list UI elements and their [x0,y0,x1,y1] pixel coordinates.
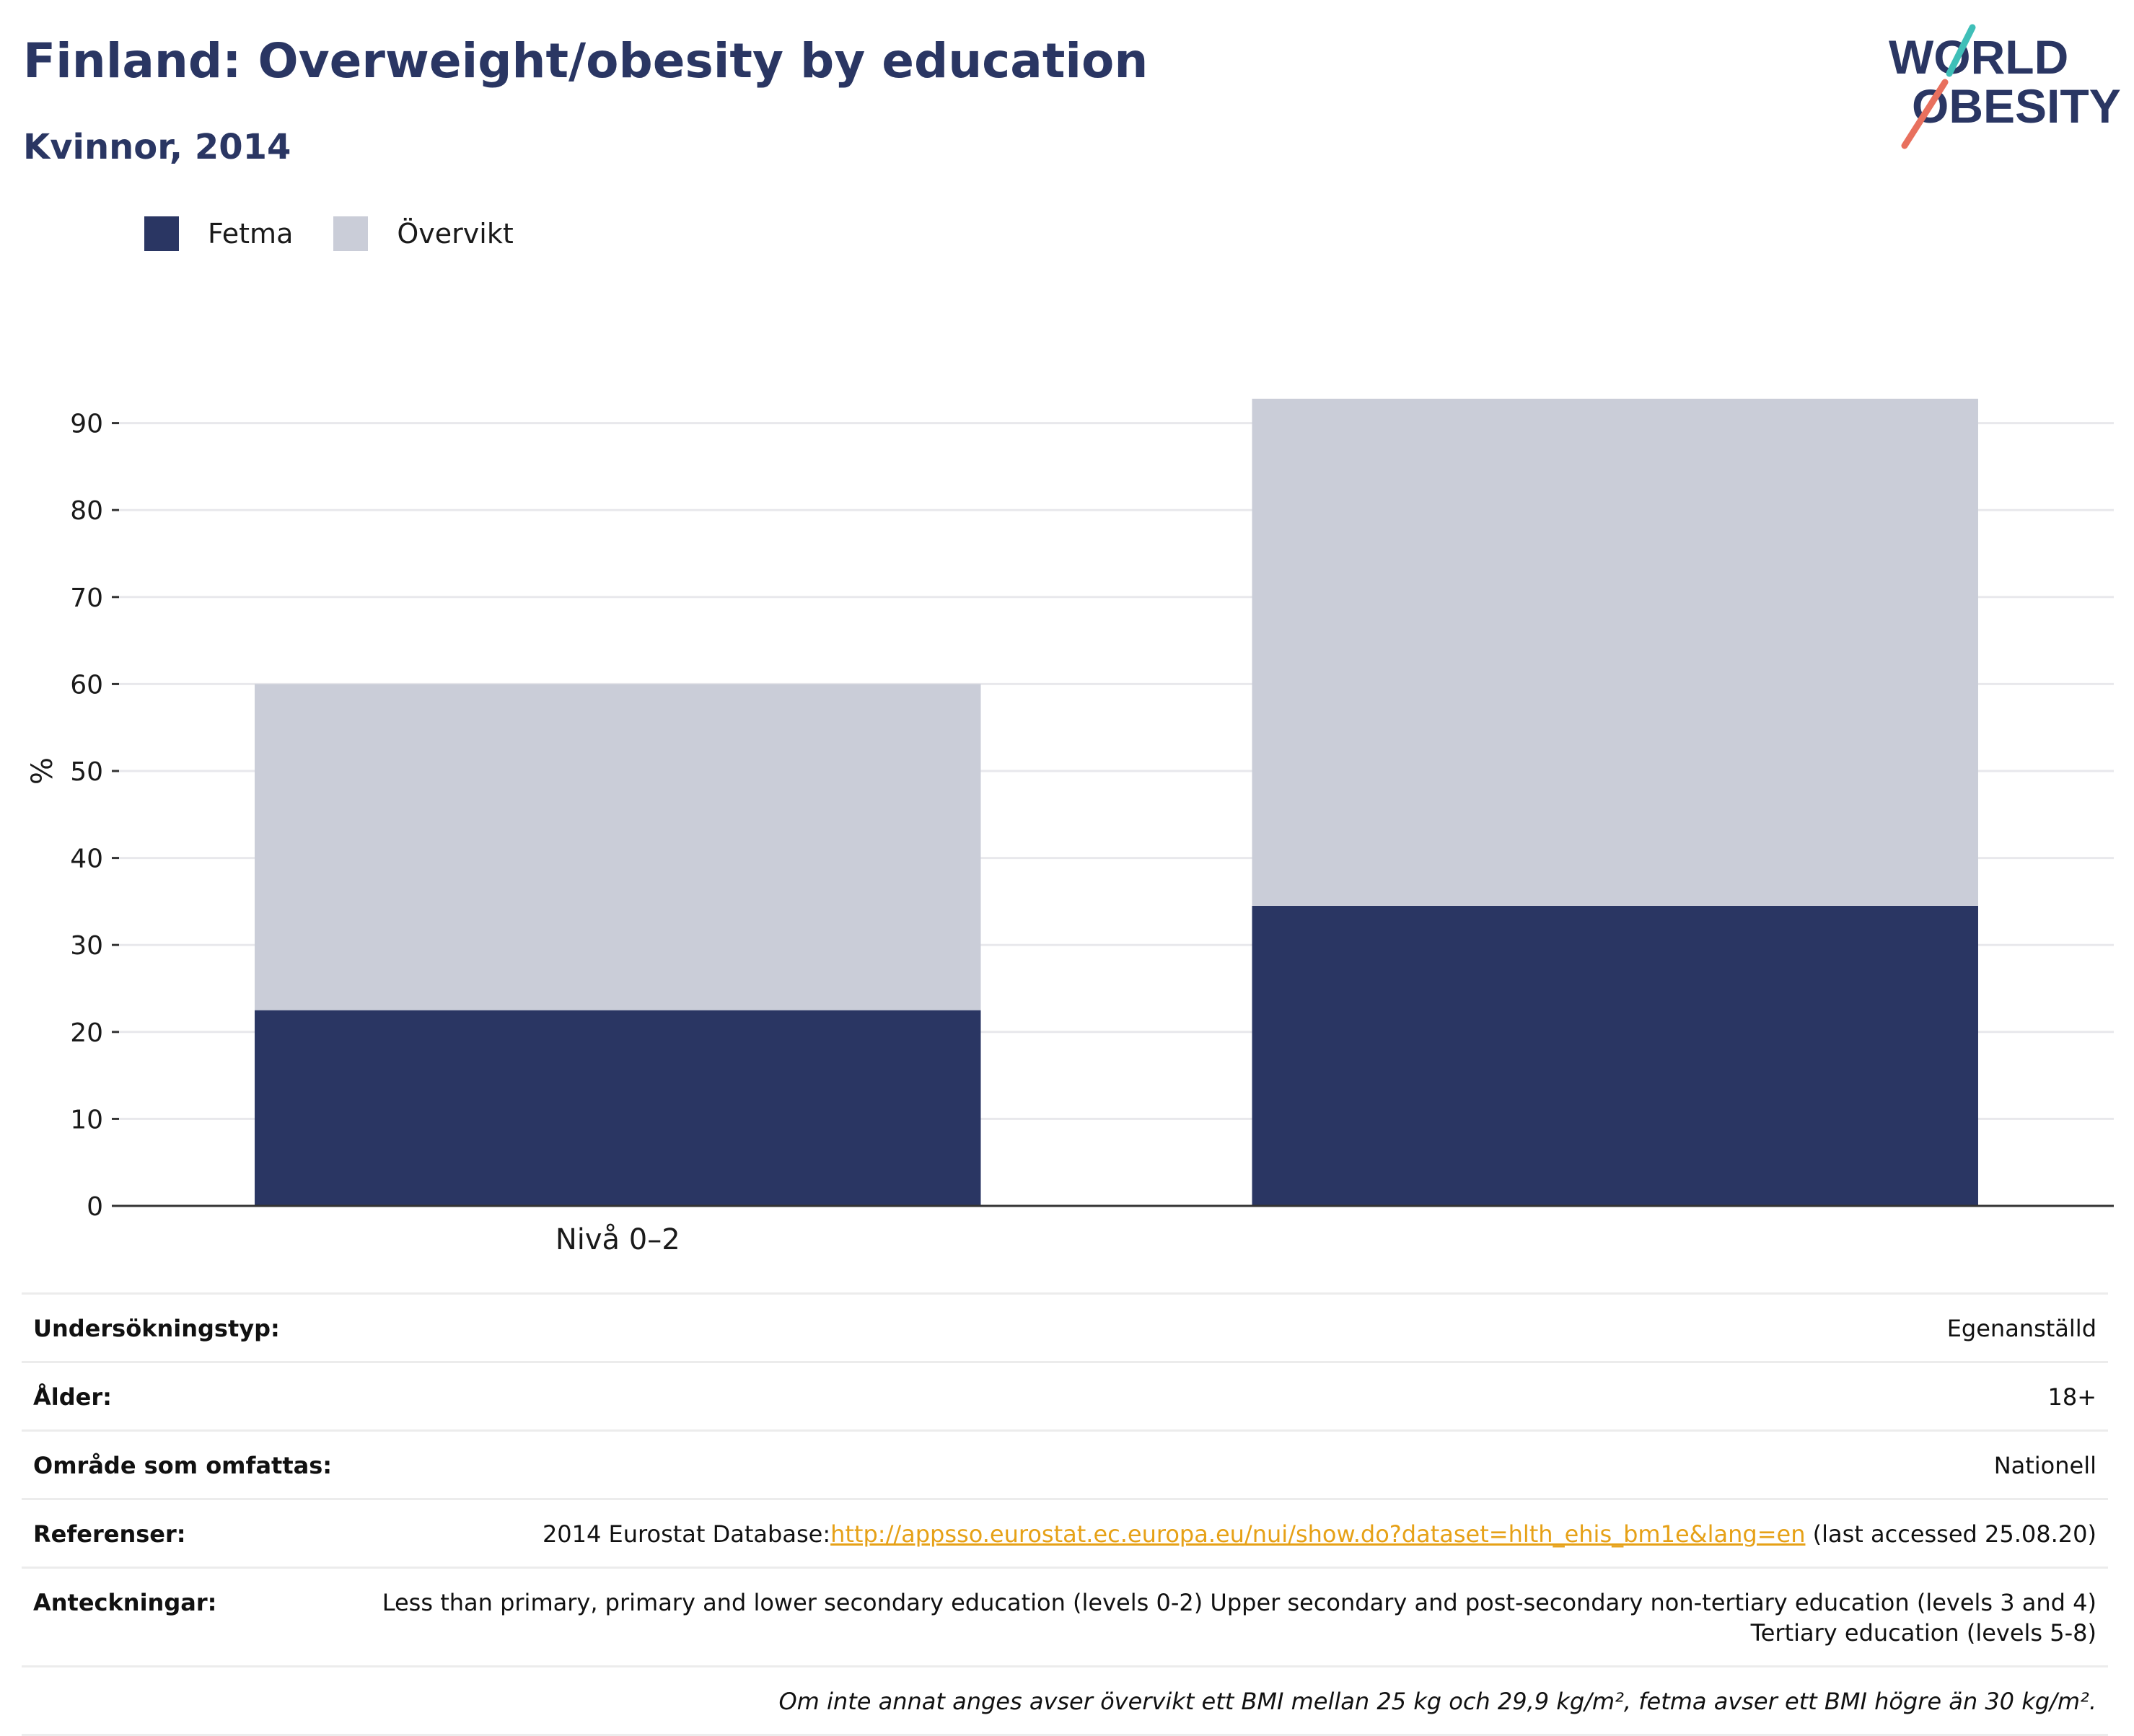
chart-subtitle: Kvinnor, 2014 [23,127,291,167]
legend-label-fetma: Fetma [208,218,294,250]
y-tick-label-20: 20 [70,1018,103,1048]
bmi-definition-note: Om inte annat anges avser övervikt ett B… [778,1688,2096,1715]
notes-label: Anteckningar: [33,1589,217,1616]
info-row-references: Referenser: 2014 Eurostat Database:http:… [22,1500,2108,1569]
world-obesity-logo: WORLD OBESITY [1889,24,2121,149]
x-tick-label-1: Nivå 0–2 [556,1223,680,1256]
y-tick-label-10: 10 [70,1105,103,1134]
legend-item-fetma[interactable]: Fetma [144,216,293,251]
survey-type-label: Undersökningstyp: [33,1315,280,1342]
logo-word-world: WORLD [1889,30,2068,84]
age-value: 18+ [2047,1383,2096,1411]
references-label: Referenser: [33,1520,186,1548]
logo-slash-teal [1946,24,1976,77]
y-tick-label-30: 30 [70,931,103,961]
y-tick-label-50: 50 [70,757,103,787]
y-tick-label-70: 70 [70,583,103,613]
y-tick-label-90: 90 [70,410,103,439]
bar-chart: 0 10 20 30 40 50 60 70 80 90% Nivå 0–2 [26,398,2114,1256]
eurostat-link[interactable]: http://appsso.eurostat.ec.europa.eu/nui/… [830,1520,1806,1548]
bar-2-fetma [1252,905,1978,1206]
bar-2-overvikt [1252,398,1978,906]
info-row-age: Ålder: 18+ [22,1363,2108,1432]
logo-word-obesity: OBESITY [1912,79,2121,133]
y-tick-label-80: 80 [70,496,103,526]
legend-swatch-overvikt [333,216,369,251]
chart-title: Finland: Overweight/obesity by education [23,33,1149,89]
y-axis-label: % [26,757,59,785]
references-prefix: 2014 Eurostat Database: [542,1520,831,1548]
references-value: 2014 Eurostat Database:http://appsso.eur… [543,1519,2096,1549]
info-row-definition: Om inte annat anges avser övervikt ett B… [22,1667,2108,1736]
legend-label-overvikt: Övervikt [397,218,514,250]
info-table: Undersökningstyp: Egenanställd Ålder: 18… [22,1292,2108,1736]
y-tick-label-40: 40 [70,845,103,874]
legend-item-overvikt[interactable]: Övervikt [333,216,514,251]
y-tick-label-0: 0 [87,1192,103,1222]
area-label: Område som omfattas: [33,1452,333,1479]
legend-swatch-fetma [144,216,179,251]
area-value: Nationell [1993,1452,2096,1479]
info-row-survey-type: Undersökningstyp: Egenanställd [22,1295,2108,1363]
info-row-notes: Anteckningar: Less than primary, primary… [22,1569,2108,1667]
notes-value: Less than primary, primary and lower sec… [382,1589,2096,1647]
chart-legend: Fetma Övervikt [144,213,554,254]
references-suffix: (last accessed 25.08.20) [1805,1520,2096,1548]
bar-1-overvikt [255,684,981,1010]
y-tick-label-60: 60 [70,670,103,700]
age-label: Ålder: [33,1383,112,1411]
info-row-area: Område som omfattas: Nationell [22,1432,2108,1500]
survey-type-value: Egenanställd [1946,1315,2096,1342]
bar-1-fetma [255,1010,981,1206]
logo-slash-coral [1901,79,1949,149]
